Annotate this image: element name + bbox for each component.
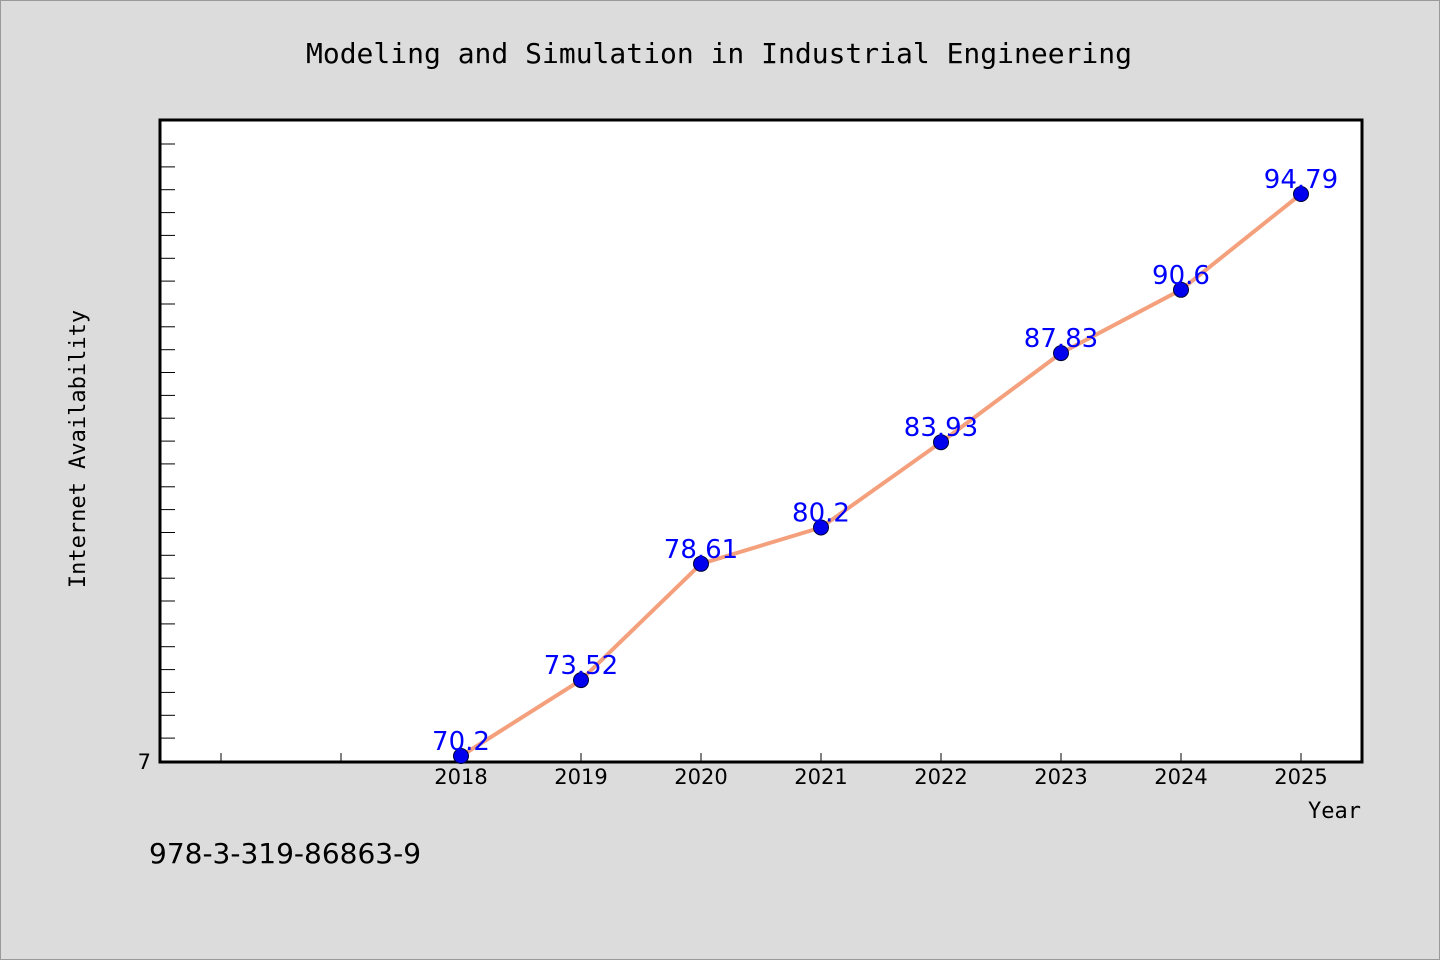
y-minor-ticks	[161, 143, 175, 762]
data-point	[1053, 345, 1069, 362]
plot-area	[158, 118, 1364, 764]
x-tick-label: 2020	[674, 765, 727, 789]
x-axis-label: Year	[1308, 799, 1361, 824]
data-label: 80.2	[792, 499, 850, 529]
footer-code: 978-3-319-86863-9	[149, 837, 422, 870]
x-tick-label: 2018	[434, 765, 487, 789]
data-point	[453, 748, 469, 764]
y-axis-label: Internet Availability	[66, 310, 91, 588]
data-label: 78.61	[664, 535, 738, 565]
x-tick-labels: 2018 2019 2020 2021 2022 2023 2024 2025	[434, 765, 1327, 789]
x-tick-label: 2025	[1274, 765, 1327, 789]
data-point	[573, 672, 589, 689]
data-label: 73.52	[544, 651, 618, 681]
data-point	[813, 519, 829, 536]
data-point	[1173, 281, 1189, 298]
data-label: 87.83	[1024, 324, 1098, 354]
data-label: 90.6	[1152, 261, 1210, 291]
data-label: 94.79	[1264, 165, 1338, 195]
data-label: 70.2	[432, 727, 490, 757]
x-tick-label: 2024	[1154, 765, 1207, 789]
data-labels: 70.2 73.52 78.61 80.2 83.93 87.83 90.6 94.79	[432, 165, 1338, 757]
x-tick-label: 2021	[794, 765, 847, 789]
data-point	[693, 555, 709, 572]
series-line	[459, 192, 1303, 758]
x-tick-label: 2022	[914, 765, 967, 789]
data-point	[1293, 186, 1309, 202]
data-markers	[453, 186, 1309, 764]
x-tick-label: 2019	[554, 765, 607, 789]
data-point	[933, 434, 949, 451]
x-tick-label: 2023	[1034, 765, 1087, 789]
chart-title: Modeling and Simulation in Industrial En…	[306, 37, 1132, 70]
y-tick-label: 7	[138, 750, 151, 774]
data-label: 83.93	[904, 413, 978, 443]
